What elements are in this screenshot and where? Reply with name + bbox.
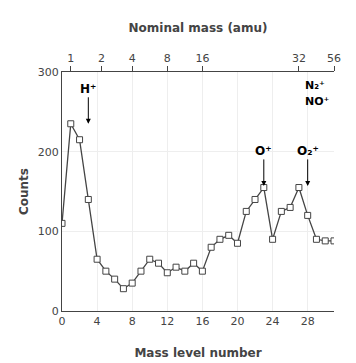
svg-text:0: 0 bbox=[52, 305, 59, 318]
svg-text:100: 100 bbox=[38, 225, 59, 238]
svg-text:1: 1 bbox=[67, 52, 74, 65]
svg-text:8: 8 bbox=[129, 315, 136, 328]
svg-text:56: 56 bbox=[327, 52, 341, 65]
svg-text:0: 0 bbox=[59, 315, 66, 328]
svg-text:Mass level number: Mass level number bbox=[134, 346, 261, 360]
svg-text:Counts: Counts bbox=[17, 168, 31, 215]
svg-text:12: 12 bbox=[160, 315, 174, 328]
svg-text:20: 20 bbox=[230, 315, 244, 328]
svg-text:16: 16 bbox=[195, 315, 209, 328]
svg-text:O⁺: O⁺ bbox=[255, 144, 272, 158]
svg-text:N₂⁺: N₂⁺ bbox=[305, 79, 325, 92]
svg-text:Nominal mass (amu): Nominal mass (amu) bbox=[128, 21, 267, 35]
svg-text:200: 200 bbox=[38, 146, 59, 159]
svg-text:32: 32 bbox=[292, 52, 306, 65]
svg-text:4: 4 bbox=[94, 315, 101, 328]
svg-text:4: 4 bbox=[129, 52, 136, 65]
svg-text:8: 8 bbox=[164, 52, 171, 65]
svg-text:O₂⁺: O₂⁺ bbox=[297, 144, 319, 158]
svg-text:16: 16 bbox=[195, 52, 209, 65]
svg-text:H⁺: H⁺ bbox=[80, 82, 96, 96]
svg-text:28: 28 bbox=[301, 315, 315, 328]
svg-text:NO⁺: NO⁺ bbox=[305, 95, 330, 108]
svg-text:2: 2 bbox=[98, 52, 105, 65]
svg-text:24: 24 bbox=[266, 315, 280, 328]
svg-text:300: 300 bbox=[38, 66, 59, 79]
